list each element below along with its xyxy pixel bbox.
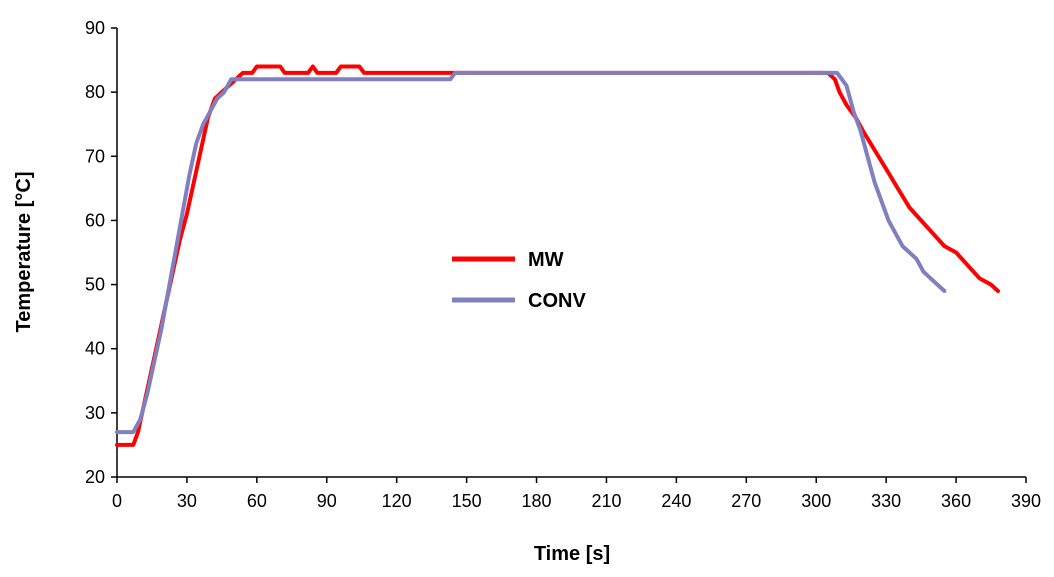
x-tick-label: 60 xyxy=(247,491,267,511)
x-tick-label: 240 xyxy=(661,491,691,511)
y-tick-label: 90 xyxy=(85,18,105,38)
y-axis-title: Temperature [°C] xyxy=(13,172,35,333)
y-axis-ticks: 20 30 40 50 60 70 80 90 xyxy=(85,18,117,487)
x-tick-label: 0 xyxy=(112,491,122,511)
legend-label-mw: MW xyxy=(528,249,564,271)
legend: MW CONV xyxy=(452,249,586,312)
x-tick-label: 180 xyxy=(522,491,552,511)
x-tick-label: 30 xyxy=(177,491,197,511)
x-tick-label: 90 xyxy=(317,491,337,511)
x-tick-label: 150 xyxy=(452,491,482,511)
y-tick-label: 60 xyxy=(85,210,105,230)
y-tick-label: 50 xyxy=(85,275,105,295)
series-line-mw xyxy=(115,64,1000,447)
x-axis-ticks: 0 30 60 90 120 150 180 210 240 270 300 330 360 390 xyxy=(112,477,1041,511)
x-tick-label: 120 xyxy=(382,491,412,511)
y-tick-label: 80 xyxy=(85,82,105,102)
x-tick-label: 390 xyxy=(1011,491,1041,511)
x-axis-title: Time [s] xyxy=(534,543,610,565)
x-tick-label: 360 xyxy=(941,491,971,511)
x-tick-label: 330 xyxy=(871,491,901,511)
series-layer xyxy=(115,64,1000,447)
y-tick-label: 70 xyxy=(85,146,105,166)
plot-area: 20 30 40 50 60 70 80 90 0 30 60 90 120 150 180 210 240 2… xyxy=(85,18,1041,511)
x-tick-label: 210 xyxy=(591,491,621,511)
x-tick-label: 300 xyxy=(801,491,831,511)
y-tick-label: 40 xyxy=(85,339,105,359)
series-line-conv xyxy=(115,70,947,435)
x-tick-label: 270 xyxy=(731,491,761,511)
y-tick-label: 20 xyxy=(85,467,105,487)
legend-label-conv: CONV xyxy=(528,290,586,312)
y-tick-label: 30 xyxy=(85,403,105,423)
